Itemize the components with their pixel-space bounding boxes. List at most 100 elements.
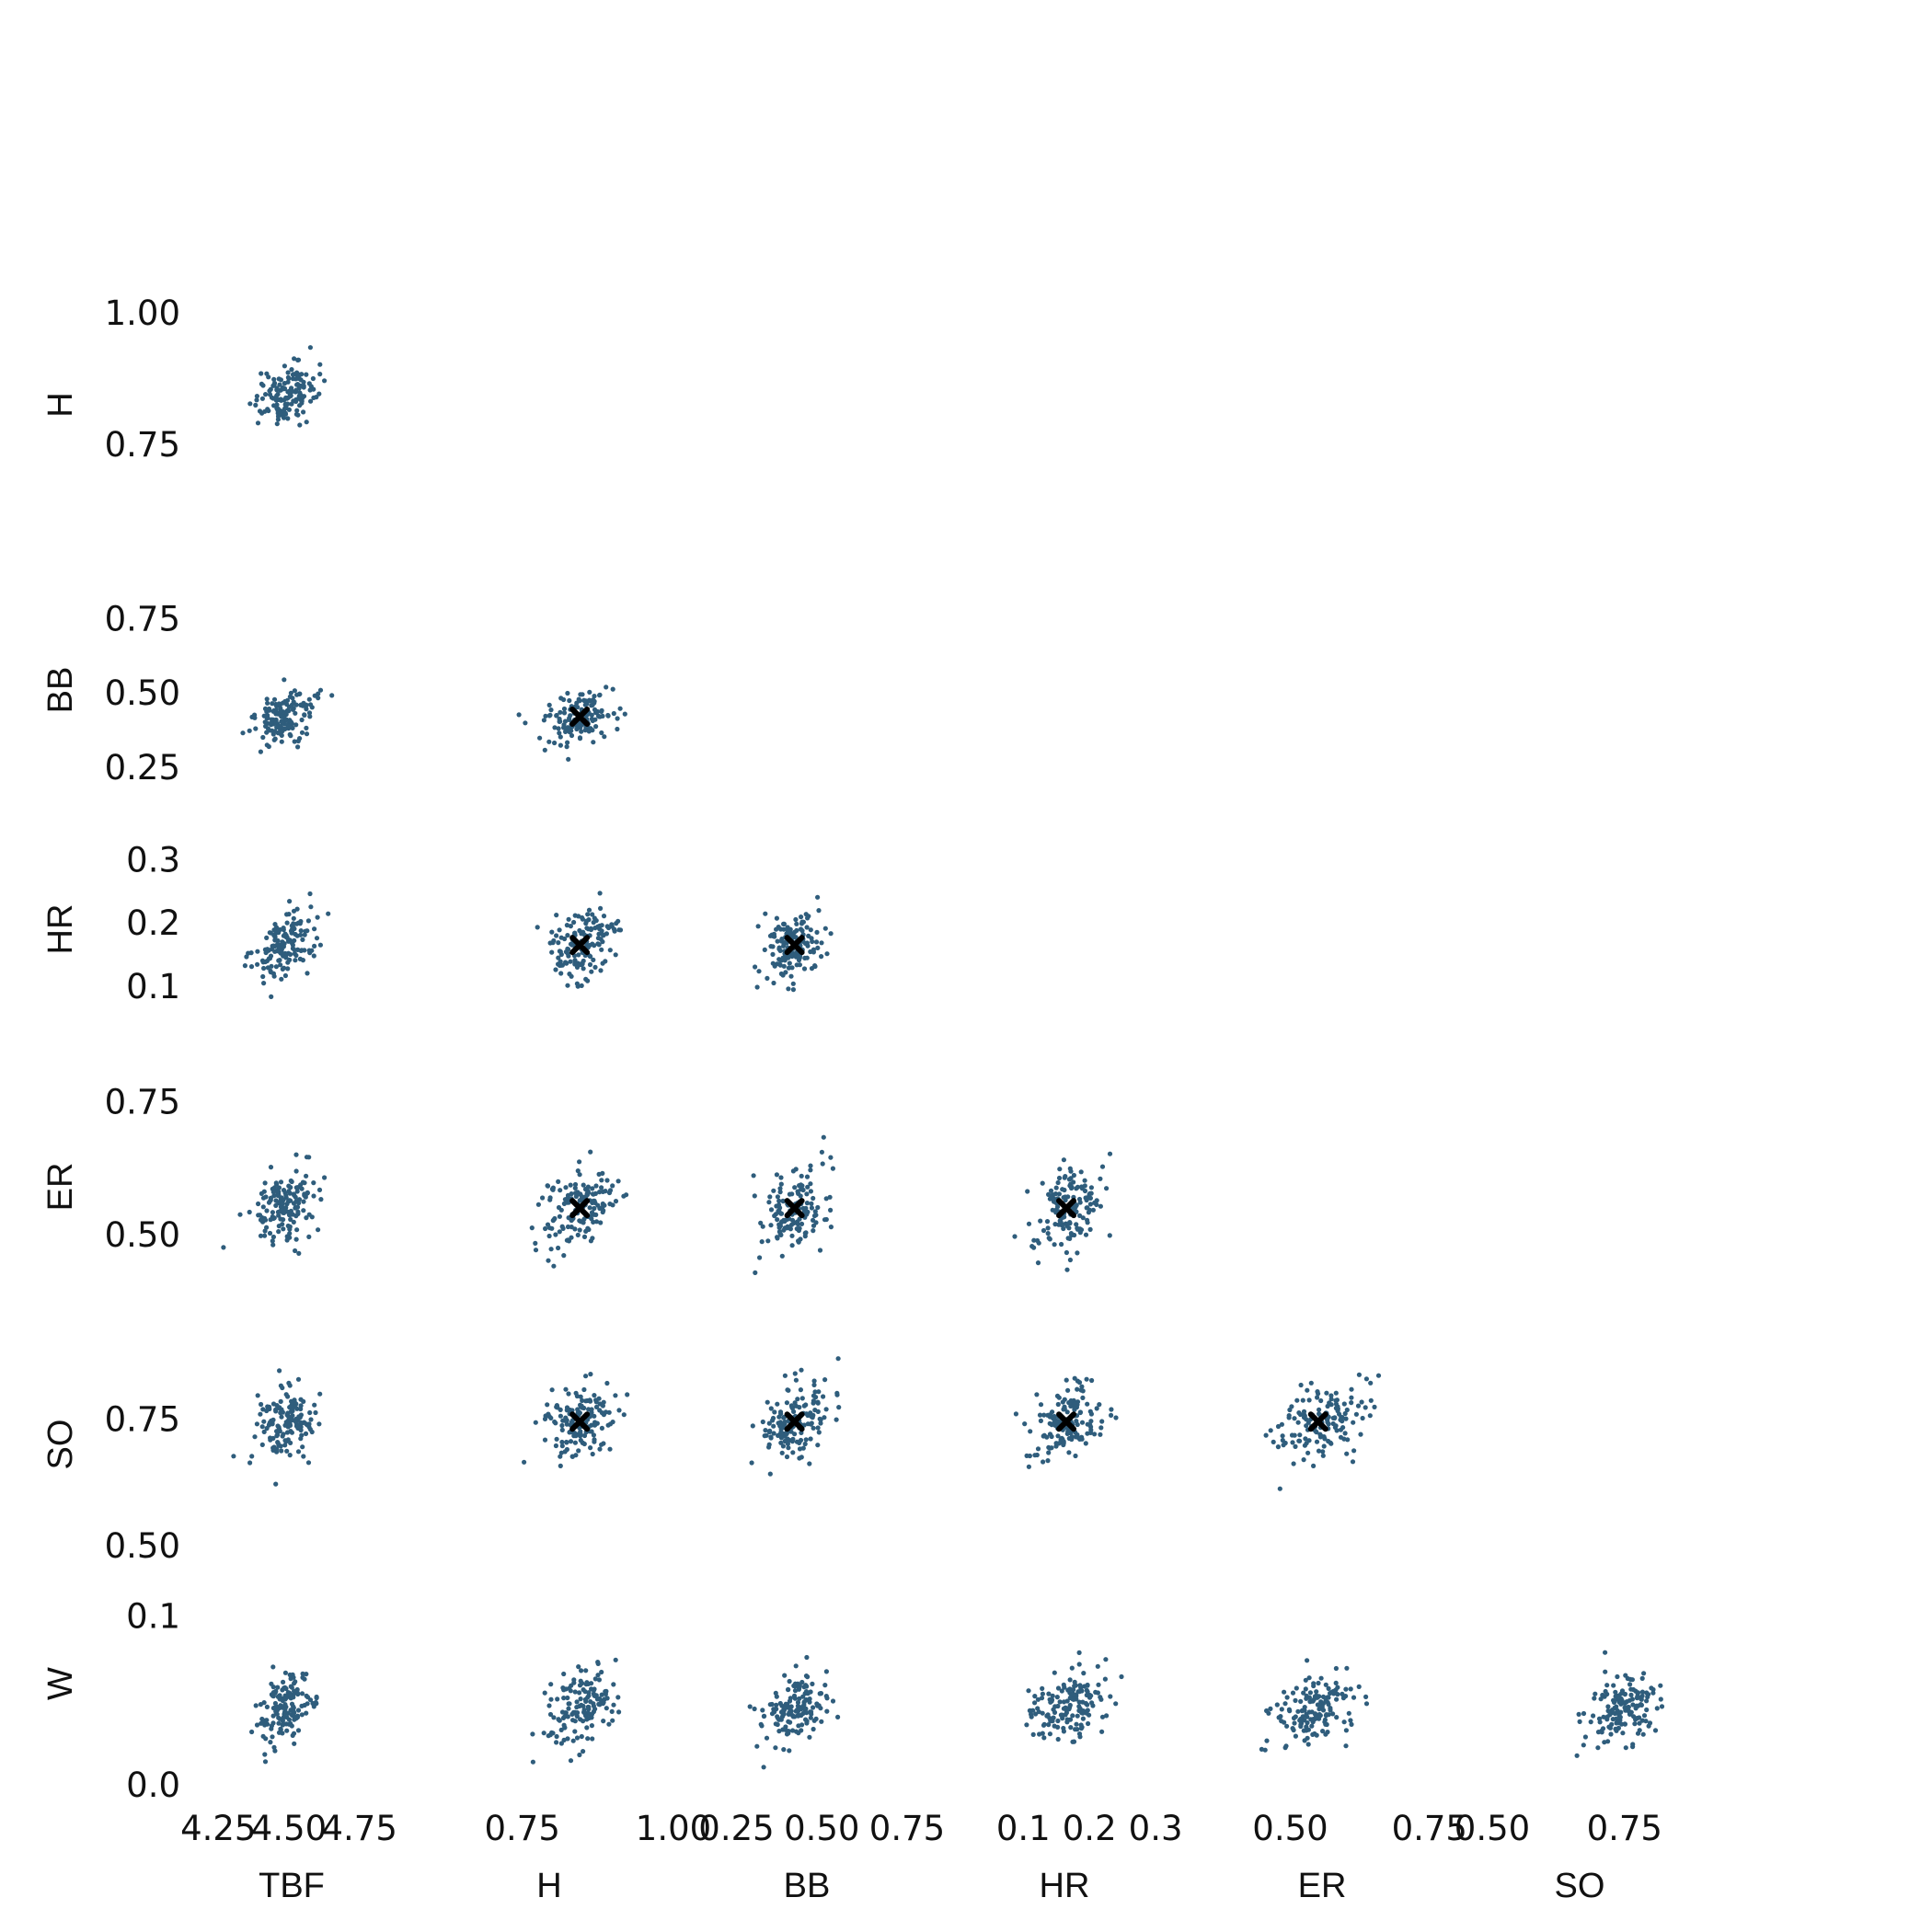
data-point	[583, 1374, 589, 1379]
data-point	[598, 1220, 604, 1225]
data-point	[1031, 1237, 1037, 1243]
data-point	[1311, 1681, 1317, 1686]
data-point	[814, 1701, 820, 1707]
data-point	[264, 1704, 270, 1709]
data-point	[1031, 1245, 1037, 1250]
data-point	[799, 921, 805, 926]
data-point	[783, 1701, 788, 1707]
data-point	[547, 1197, 553, 1202]
panel-H-HR	[535, 891, 624, 989]
data-point	[1056, 1441, 1062, 1446]
data-point	[779, 1703, 785, 1708]
data-point	[289, 1685, 294, 1690]
data-point	[561, 1687, 567, 1693]
data-point	[1331, 1691, 1337, 1696]
data-point	[772, 1709, 777, 1715]
data-point	[1012, 1234, 1018, 1239]
data-point	[299, 717, 305, 723]
data-point	[547, 1711, 554, 1718]
data-point	[592, 1422, 598, 1428]
data-point	[264, 371, 270, 376]
data-point	[315, 914, 320, 920]
data-point	[305, 1695, 311, 1700]
data-point	[1280, 1433, 1285, 1439]
data-point	[813, 1395, 819, 1400]
data-point	[267, 1230, 273, 1236]
panel-BB-SO	[749, 1356, 842, 1477]
data-point	[588, 1149, 593, 1155]
data-point	[835, 1356, 841, 1362]
data-point	[581, 1182, 586, 1188]
data-point	[760, 1708, 765, 1713]
data-point	[834, 1390, 840, 1396]
data-point	[295, 920, 301, 926]
data-point	[541, 718, 547, 723]
data-point	[751, 1173, 756, 1179]
data-point	[310, 375, 316, 382]
data-point	[781, 1415, 787, 1420]
data-point	[276, 1185, 282, 1190]
data-point	[569, 732, 575, 739]
data-point	[291, 1191, 296, 1197]
data-point	[1070, 1739, 1075, 1744]
data-point	[300, 958, 305, 963]
data-point	[561, 710, 568, 716]
data-point	[317, 942, 323, 948]
y-tick-label: 1.00	[105, 293, 180, 333]
data-point	[1308, 1380, 1314, 1386]
data-point	[1330, 1711, 1336, 1717]
data-point	[275, 1707, 281, 1712]
data-point	[1588, 1719, 1593, 1725]
data-point	[577, 1172, 582, 1178]
data-point	[546, 1233, 552, 1239]
data-point	[272, 922, 278, 927]
data-point	[601, 1699, 606, 1705]
data-point	[289, 1398, 294, 1404]
data-point	[1061, 1195, 1066, 1201]
data-point	[547, 940, 553, 946]
data-point	[1375, 1373, 1382, 1378]
data-point	[258, 1411, 263, 1417]
data-point	[586, 1407, 592, 1412]
data-point	[257, 408, 263, 414]
data-point	[1051, 1416, 1056, 1421]
data-point	[541, 1731, 546, 1736]
data-point	[588, 1372, 593, 1377]
data-point	[1630, 1744, 1636, 1750]
data-point	[278, 708, 284, 714]
data-point	[1309, 1723, 1315, 1729]
data-point	[262, 719, 268, 725]
data-point	[1096, 1682, 1101, 1687]
data-point	[1292, 1416, 1297, 1421]
data-point	[611, 1682, 616, 1687]
data-point	[561, 706, 568, 712]
data-point	[589, 969, 594, 974]
data-point	[253, 402, 259, 408]
data-point	[1036, 1709, 1041, 1715]
data-point	[1075, 1184, 1080, 1190]
data-point	[811, 1425, 816, 1431]
data-point	[807, 1699, 812, 1705]
data-point	[581, 1749, 586, 1754]
y-tick-label: 0.50	[105, 673, 180, 713]
data-point	[237, 1212, 243, 1217]
data-point	[569, 1191, 574, 1197]
data-point	[786, 1445, 791, 1451]
data-point	[808, 1410, 813, 1416]
panel-SO-W	[1574, 1650, 1665, 1758]
data-point	[280, 1201, 285, 1206]
data-point	[1601, 1714, 1606, 1719]
data-point	[270, 1685, 276, 1690]
data-point	[1046, 1722, 1052, 1728]
panel-TBF-SO	[231, 1368, 323, 1487]
data-point	[768, 1207, 775, 1213]
data-point	[554, 1733, 559, 1740]
data-point	[1079, 1710, 1085, 1716]
data-point	[799, 1396, 805, 1401]
data-point	[592, 1205, 597, 1212]
data-point	[282, 677, 287, 683]
data-point	[296, 1414, 302, 1420]
data-point	[782, 1218, 788, 1225]
data-point	[1086, 1720, 1091, 1727]
data-point	[574, 1735, 581, 1741]
